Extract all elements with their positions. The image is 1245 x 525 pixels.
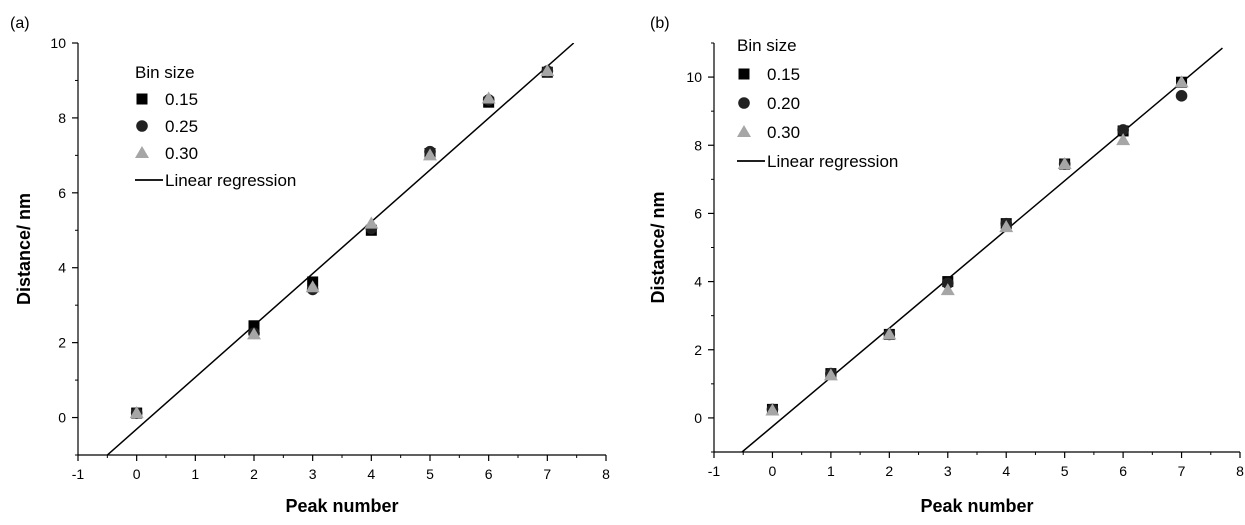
- data-point-triangle: [305, 280, 320, 293]
- y-tick-label: 6: [694, 205, 702, 221]
- x-tick-label: 6: [1119, 463, 1127, 479]
- x-tick-label: 8: [1236, 463, 1244, 479]
- data-point-triangle: [999, 220, 1014, 233]
- x-tick-label: -1: [72, 466, 85, 482]
- x-tick-label: 1: [191, 466, 199, 482]
- data-point-triangle: [540, 64, 555, 77]
- x-tick-label: 3: [944, 463, 952, 479]
- data-point-triangle: [940, 283, 955, 296]
- data-point-square: [248, 320, 260, 332]
- x-tick-label: 1: [827, 463, 835, 479]
- legend-title: Bin size: [737, 36, 797, 55]
- y-tick-label: 8: [694, 137, 702, 153]
- data-point-triangle: [882, 327, 897, 340]
- data-point-triangle: [1057, 156, 1072, 170]
- y-tick-label: 10: [686, 69, 702, 85]
- regression-line: [106, 43, 575, 455]
- x-tick-label: 2: [250, 466, 258, 482]
- legend-label: 0.15: [165, 90, 198, 109]
- y-axis-title: Distance/ nm: [14, 193, 34, 305]
- panel-label: (b): [650, 15, 670, 32]
- y-tick-label: 4: [58, 260, 66, 276]
- y-tick-label: 2: [694, 342, 702, 358]
- x-tick-label: -1: [708, 463, 721, 479]
- x-tick-label: 5: [426, 466, 434, 482]
- x-tick-label: 7: [1178, 463, 1186, 479]
- y-tick-label: 8: [58, 110, 66, 126]
- panel-label: (a): [10, 15, 30, 32]
- regression-line: [741, 47, 1223, 452]
- y-tick-label: 4: [694, 274, 702, 290]
- legend-marker-square: [738, 68, 750, 80]
- x-axis-title: Peak number: [285, 496, 398, 516]
- data-point-triangle: [823, 368, 838, 381]
- data-point-triangle: [247, 327, 261, 340]
- x-tick-label: 0: [769, 463, 777, 479]
- chart-panel-a: (a) -1 0 1 2 3 4 5 6 7 8 0 2 4 6 8 10 Peak number Distance…: [10, 15, 610, 516]
- legend-marker-triangle: [135, 146, 149, 159]
- legend-label: 0.30: [165, 144, 198, 163]
- legend-marker-circle: [738, 97, 750, 109]
- x-tick-label: 0: [133, 466, 141, 482]
- y-tick-label: 0: [58, 410, 66, 426]
- y-tick-label: 10: [50, 35, 66, 51]
- x-tick-label: 7: [543, 466, 551, 482]
- data-point-circle: [1175, 90, 1188, 102]
- y-axis-title: Distance/ nm: [648, 191, 668, 303]
- legend-label: 0.15: [767, 65, 800, 84]
- x-tick-label: 4: [367, 466, 375, 482]
- data-point-circle: [1117, 124, 1129, 136]
- legend-marker-square: [136, 93, 148, 105]
- data-point-triangle: [1116, 133, 1131, 146]
- data-point-triangle: [129, 406, 144, 419]
- x-tick-label: 8: [602, 466, 610, 482]
- x-tick-label: 2: [885, 463, 893, 479]
- data-point-triangle: [1174, 75, 1189, 88]
- x-axis-title: Peak number: [920, 496, 1033, 516]
- data-point-triangle: [423, 148, 437, 161]
- legend-label: 0.25: [165, 117, 198, 136]
- x-tick-label: 4: [1002, 463, 1010, 479]
- legend-title: Bin size: [135, 63, 195, 82]
- legend-label: Linear regression: [165, 171, 296, 190]
- chart-panel-b: (b) -1 0 1 2 3 4 5 6 7 8 0 2 4 6 8 10 Peak number Distance…: [648, 15, 1244, 516]
- y-tick-label: 0: [694, 410, 702, 426]
- legend-label: 0.20: [767, 94, 800, 113]
- y-tick-label: 2: [58, 335, 66, 351]
- data-point-triangle: [481, 91, 496, 104]
- x-tick-label: 3: [309, 466, 317, 482]
- legend-marker-triangle: [737, 125, 751, 138]
- y-tick-label: 6: [58, 185, 66, 201]
- legend-label: Linear regression: [767, 152, 898, 171]
- legend-label: 0.30: [767, 123, 800, 142]
- data-point-triangle: [765, 403, 780, 416]
- data-point-triangle: [364, 216, 379, 229]
- x-tick-label: 6: [485, 466, 493, 482]
- legend-marker-circle: [136, 120, 148, 132]
- x-tick-label: 5: [1061, 463, 1069, 479]
